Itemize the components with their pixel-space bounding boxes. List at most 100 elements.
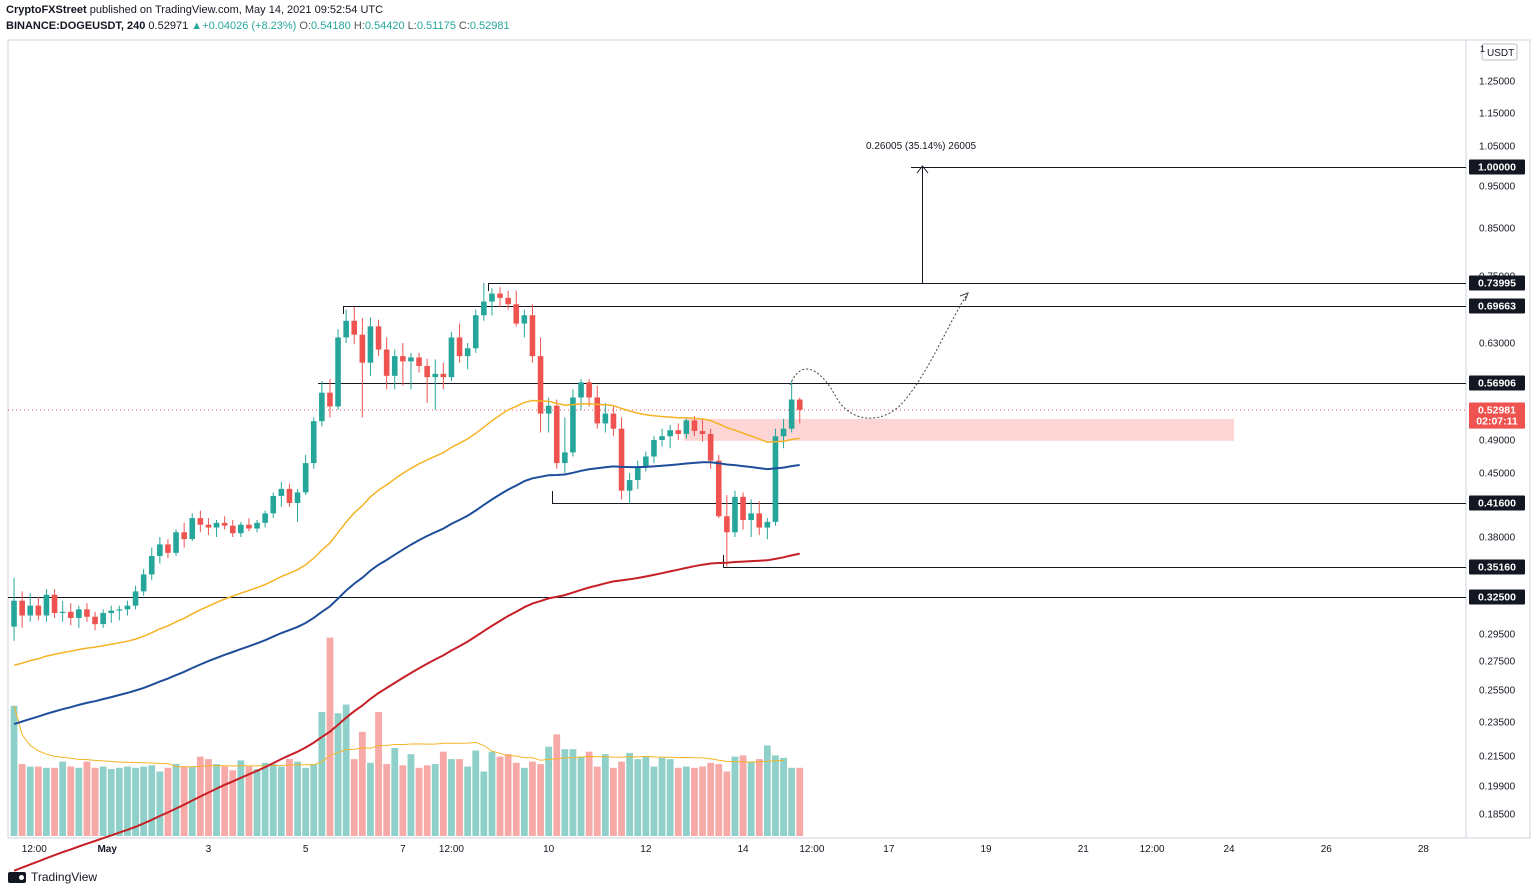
x-tick-label: 19 [980,844,992,855]
volume-bar [237,760,245,836]
volume-bar [699,766,706,836]
candle-body [424,365,430,378]
volume-bar [59,761,67,836]
candle-body [400,356,406,362]
price-label: 0.69663 [1469,298,1525,314]
volume-group [10,637,804,836]
candle-body [481,301,487,316]
candle-body [651,440,657,457]
x-tick-label: 12 [640,844,652,855]
volume-bar [529,761,536,836]
candle-body [432,373,439,378]
candle-body [43,594,50,616]
up-arrow-icon: ▲ [191,20,203,32]
price-label: 0.73995 [1469,275,1525,291]
x-tick-label: 12:00 [22,844,47,855]
volume-bar [99,766,107,836]
volume-bar [415,767,423,836]
volume-bar [132,767,139,836]
candle-body [780,428,787,437]
volume-bar [577,756,585,836]
currency-label: USDT [1487,48,1514,59]
volume-bar [682,766,690,836]
volume-bar [107,769,115,836]
y-tick-label: 0.23500 [1479,718,1516,729]
brand-name: TradingView [31,870,98,884]
x-tick-label: 24 [1223,844,1235,855]
price-label-text: 0.73995 [1478,278,1516,290]
price-label: 1.00000 [1469,159,1525,175]
candle-body [181,532,187,540]
volume-bar [34,766,42,836]
volume-bar [399,765,407,836]
publish-line: CryptoFXStreet published on TradingView.… [6,4,383,16]
price-label-bg [1469,589,1525,605]
volume-bar [715,764,723,836]
low-label: L: [407,20,417,32]
volume-bar [439,751,447,836]
low-value: 0.51175 [416,20,456,32]
volume-bar [367,762,374,836]
high-value: 0.54420 [364,20,405,32]
y-tick-label: 0.27500 [1479,657,1516,668]
volume-bar [156,771,164,836]
candle-body [602,413,609,424]
candle-body [335,337,341,407]
x-tick-label: 26 [1321,844,1333,855]
y-tick-label: 0.49000 [1479,436,1516,447]
candle-body [278,488,285,496]
price-change: +0.04026 (+8.23%) [202,20,297,32]
candle-body [578,382,584,398]
price-label-bg [1469,559,1525,575]
candle-body [537,356,544,414]
candle-body [796,399,803,410]
x-tick-label: 5 [303,844,309,855]
price-label-text: 0.35160 [1478,562,1516,574]
volume-bar [496,756,504,836]
x-tick-label: 12:00 [439,844,464,855]
volume-bar [26,766,34,836]
volume-bar [407,754,415,836]
x-tick-label: 17 [883,844,895,855]
volume-bar [585,751,593,836]
candle-body [359,334,366,363]
x-tick-label: 21 [1078,844,1090,855]
volume-bar [642,756,650,836]
author-name[interactable]: CryptoFXStreet [6,4,87,16]
price-label-bg [1469,495,1525,511]
candle-body [108,610,115,614]
volume-bar [755,759,763,836]
projection-arrowhead [959,292,969,302]
volume-bar [618,761,625,836]
footer-brand[interactable]: TradingView [8,870,97,884]
volume-bar [229,770,237,836]
candle-body [489,293,495,302]
volume-bar [537,764,544,836]
symbol-name[interactable]: BINANCE:DOGEUSDT, 240 [6,20,146,32]
y-tick-label: 0.19900 [1479,782,1516,793]
y-tick-label: 1.25000 [1479,77,1516,88]
candle-body [610,413,617,429]
x-tick-label: 12:00 [1140,844,1165,855]
open-label: O: [299,20,312,32]
candle-body [626,480,633,491]
volume-ma-line [13,705,784,768]
y-tick-label: 0.95000 [1479,182,1516,193]
y-tick-label: 1.05000 [1479,142,1516,153]
volume-bar [326,637,334,836]
candle-body [383,349,390,376]
y-tick-label: 0.63000 [1479,339,1516,350]
candle-body [756,513,763,528]
price-label-text: 0.41600 [1478,498,1516,510]
volume-bar [180,766,188,836]
candle-body [707,433,714,461]
projection-path [789,292,969,419]
candle-body [643,456,649,467]
volume-bar [747,761,755,836]
ema-200-line [13,552,800,872]
candle-body [254,522,260,529]
volume-bar [213,764,220,836]
candle-body [165,544,171,553]
volume-bar [472,750,480,836]
